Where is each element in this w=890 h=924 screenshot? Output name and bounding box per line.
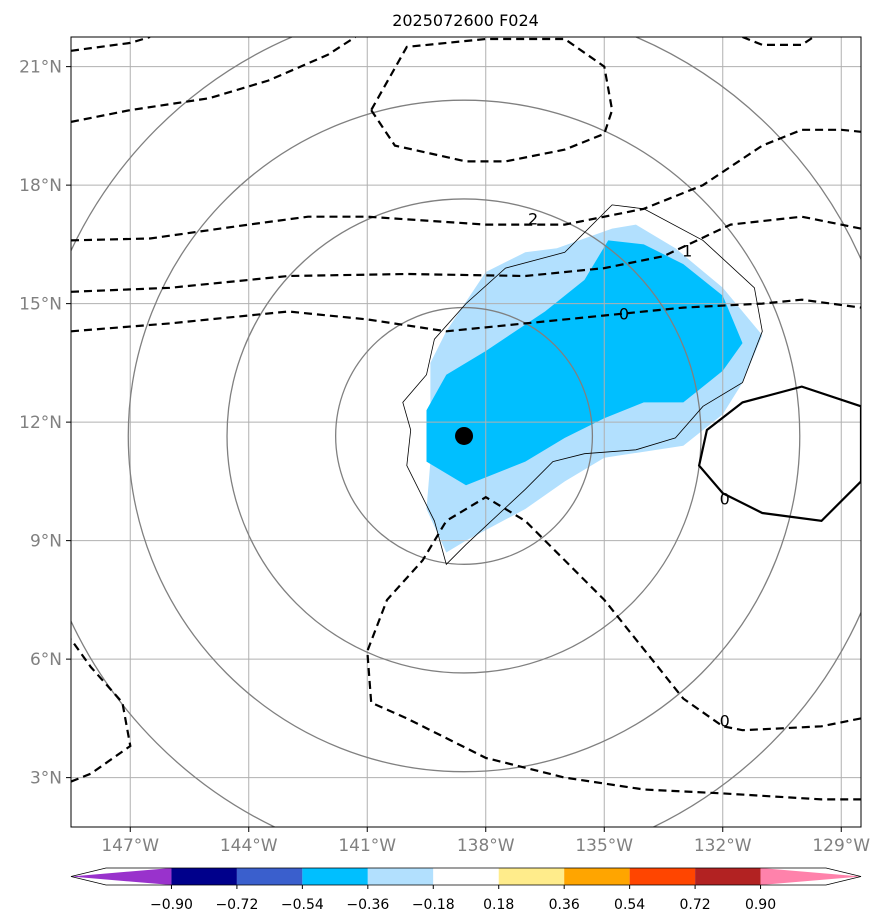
colorbar-label-4: −0.18 xyxy=(412,897,455,913)
x-tick-label-5: 132°W xyxy=(694,836,752,856)
colorbar-segment-8 xyxy=(629,868,696,885)
y-tick-label-4: 15°N xyxy=(19,295,62,315)
colorbar-extend-high xyxy=(760,868,861,885)
colorbar-segment-1 xyxy=(171,868,237,885)
contour-line-4 xyxy=(369,37,614,163)
contour-lines xyxy=(71,37,861,801)
x-tick-label-6: 129°W xyxy=(812,836,870,856)
y-tick-label-0: 3°N xyxy=(30,769,62,789)
colorbar-label-7: 0.54 xyxy=(614,897,645,913)
x-tick-label-1: 144°W xyxy=(220,836,278,856)
contour-line-5 xyxy=(71,37,356,123)
colorbar-label-6: 0.36 xyxy=(549,897,580,913)
contour-line-1 xyxy=(71,215,861,293)
chart-title: 2025072600 F024 xyxy=(392,11,539,30)
contour-line-6 xyxy=(71,37,151,52)
colorbar-outline xyxy=(70,867,862,886)
filled-contours xyxy=(426,224,763,553)
map-area xyxy=(71,37,861,827)
x-tick-label-3: 138°W xyxy=(457,836,515,856)
y-tick-label-2: 9°N xyxy=(30,532,62,552)
colorbar-extend-low xyxy=(71,868,172,885)
y-tick-label-3: 12°N xyxy=(19,413,62,433)
y-axis-ticks: 3°N 6°N 9°N 12°N 15°N 18°N 21°N xyxy=(19,58,71,789)
range-ring-3 xyxy=(127,99,801,773)
colorbar-label-2: −0.54 xyxy=(281,897,324,913)
contour-line-7 xyxy=(742,37,815,47)
contour-label-1: 1 xyxy=(682,241,692,260)
colorbar-label-9: 0.90 xyxy=(745,897,776,913)
colorbar-label-3: −0.36 xyxy=(346,897,389,913)
colorbar-label-0: −0.90 xyxy=(150,897,193,913)
colorbar-segment-9 xyxy=(695,868,761,885)
colorbar-segment-2 xyxy=(236,868,303,885)
region-outline-line xyxy=(402,204,763,566)
colorbar-label-5: 0.18 xyxy=(483,897,514,913)
colorbar-segment-6 xyxy=(498,868,565,885)
contour-label-0: 0 xyxy=(720,489,730,508)
range-rings xyxy=(71,37,861,827)
colorbar-segment-4 xyxy=(367,868,434,885)
colorbar: −0.90 −0.72 −0.54 −0.36 −0.18 0.18 0.36 0.54 0.7… xyxy=(70,867,862,913)
y-tick-label-1: 6°N xyxy=(30,650,62,670)
storm-center-layer xyxy=(455,426,474,445)
y-tick-label-5: 18°N xyxy=(19,176,62,196)
x-tick-label-0: 147°W xyxy=(101,836,159,856)
colorbar-segment-7 xyxy=(564,868,630,885)
contour-line-2 xyxy=(71,298,861,333)
x-axis-ticks: 147°W 144°W 141°W 138°W 135°W 132°W 129°W xyxy=(101,827,870,856)
x-tick-label-2: 141°W xyxy=(338,836,396,856)
contour-label-8: 0 xyxy=(720,711,730,730)
contour-line-3 xyxy=(71,128,861,242)
y-tick-label-6: 21°N xyxy=(19,58,62,78)
map-frame xyxy=(70,36,862,828)
range-ring-1 xyxy=(334,306,594,565)
colorbar-label-8: 0.72 xyxy=(680,897,711,913)
colorbar-segment-3 xyxy=(302,868,368,885)
contour-label-4: 2 xyxy=(528,210,538,229)
region-outline xyxy=(402,204,763,566)
range-ring-2 xyxy=(226,198,702,674)
contour-labels: 0 1 0 2 0 xyxy=(528,210,730,731)
contour-line-9 xyxy=(71,638,132,783)
storm-center-marker xyxy=(455,426,474,445)
colorbar-label-1: −0.72 xyxy=(215,897,258,913)
x-tick-label-4: 135°W xyxy=(575,836,633,856)
colorbar-segment-5 xyxy=(433,868,499,885)
filled-region-1 xyxy=(426,240,743,486)
contour-line-8 xyxy=(366,495,861,801)
contour-line-0 xyxy=(697,385,861,523)
contour-label-2: 0 xyxy=(619,305,629,324)
